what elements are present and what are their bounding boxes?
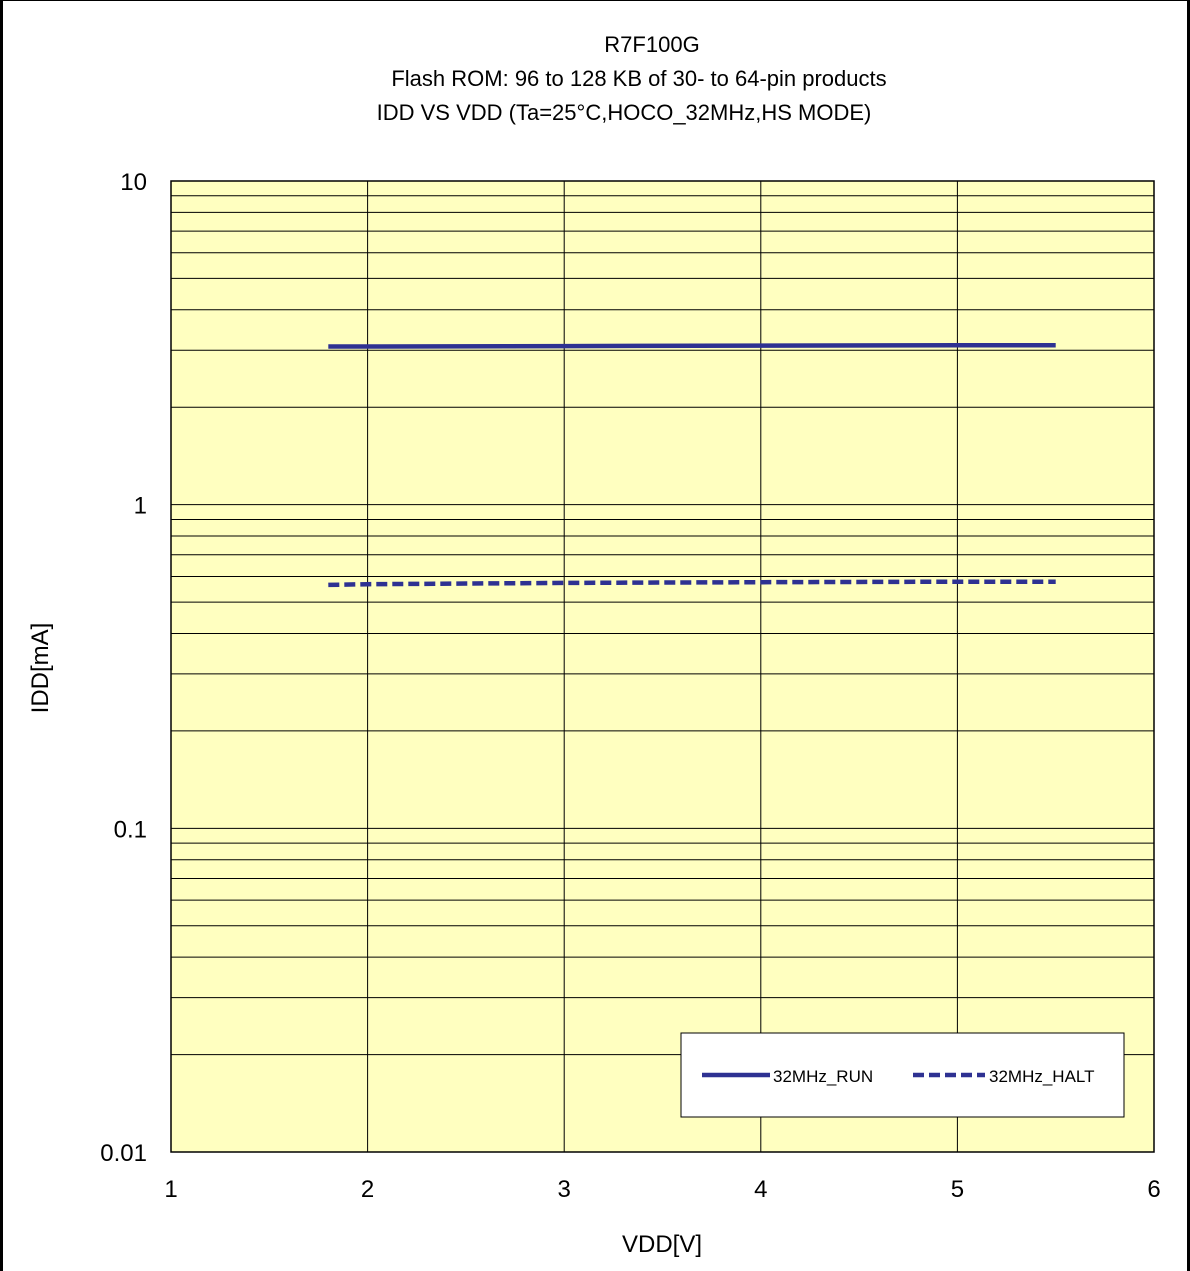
y-tick-label: 0.1	[114, 816, 147, 843]
x-tick-labels: 1 2 3 4 5 6	[164, 1176, 1160, 1203]
series-group	[328, 342, 1056, 588]
y-tick-label: 10	[120, 169, 147, 196]
y-axis-label: IDD[mA]	[27, 623, 54, 714]
x-tick-label: 5	[951, 1176, 964, 1203]
title-line-3: IDD VS VDD (Ta=25°C,HOCO_32MHz,HS MODE)	[377, 100, 872, 125]
x-tick-label: 2	[361, 1176, 374, 1203]
plot-border	[170, 180, 1155, 1153]
legend-label-halt: 32MHz_HALT	[989, 1067, 1095, 1086]
x-tick-label: 4	[754, 1176, 767, 1203]
chart-title: R7F100G Flash ROM: 96 to 128 KB of 30- t…	[377, 32, 887, 125]
x-tick-label: 1	[164, 1176, 177, 1203]
y-tick-labels: 10 1 0.1 0.01	[100, 169, 147, 1167]
series-line-32MHz_RUN	[328, 342, 1056, 349]
legend: 32MHz_RUN 32MHz_HALT	[680, 1032, 1125, 1118]
y-tick-label: 1	[134, 493, 147, 520]
legend-label-run: 32MHz_RUN	[773, 1067, 873, 1086]
grid-lines	[171, 181, 1154, 1153]
x-tick-label: 3	[558, 1176, 571, 1203]
title-line-2: Flash ROM: 96 to 128 KB of 30- to 64-pin…	[391, 66, 886, 91]
y-tick-label: 0.01	[100, 1140, 147, 1167]
x-tick-label: 6	[1147, 1176, 1160, 1203]
x-axis-label: VDD[V]	[622, 1231, 702, 1258]
plot-area	[171, 181, 1154, 1152]
title-line-1: R7F100G	[604, 32, 699, 57]
series-line-32MHz_HALT	[328, 579, 1056, 588]
